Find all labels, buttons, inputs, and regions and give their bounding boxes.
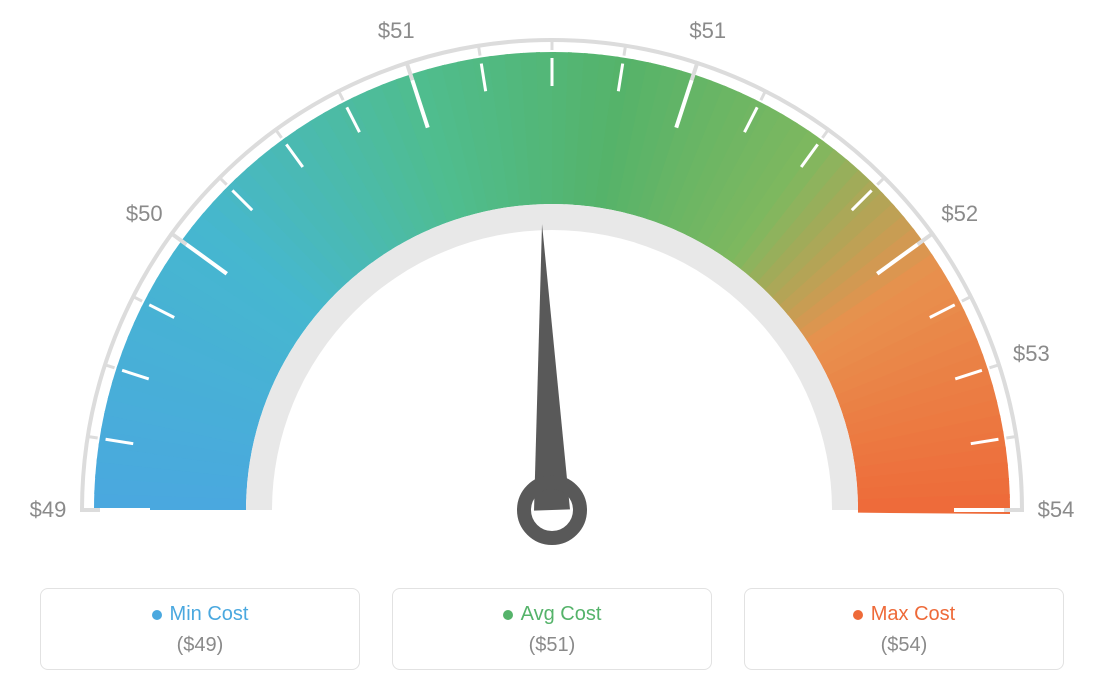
gauge-tick-minor-outer — [761, 91, 766, 100]
gauge-tick-minor-outer — [822, 130, 828, 138]
gauge-tick-minor-outer — [624, 46, 626, 56]
gauge-tick-label: $51 — [689, 18, 726, 44]
legend-card: Max Cost ($54) — [744, 588, 1064, 670]
gauge-tick-minor-outer — [877, 178, 884, 185]
gauge-tick-minor-outer — [133, 297, 142, 302]
gauge-chart: $49 $50 $51 $51 $52 $53 $54 — [0, 0, 1104, 560]
legend-dot-icon — [853, 610, 863, 620]
gauge-tick-minor-outer — [88, 436, 98, 438]
legend-title: Min Cost — [152, 603, 249, 626]
gauge-tick-minor-outer — [1006, 436, 1016, 438]
gauge-svg — [0, 0, 1104, 560]
gauge-tick-minor-outer — [989, 365, 999, 368]
legend-card: Min Cost ($49) — [40, 588, 360, 670]
gauge-tick-label: $53 — [1013, 341, 1050, 367]
legend-label-text: Max Cost — [871, 603, 955, 626]
gauge-tick-label: $50 — [126, 201, 163, 227]
legend-dot-icon — [152, 610, 162, 620]
gauge-tick-label: $52 — [941, 201, 978, 227]
gauge-tick-minor-outer — [339, 91, 344, 100]
gauge-tick-minor-outer — [478, 46, 480, 56]
legend-dot-icon — [503, 610, 513, 620]
legend-card: Avg Cost ($51) — [392, 588, 712, 670]
legend-value: ($51) — [403, 634, 701, 657]
gauge-tick-minor-outer — [220, 178, 227, 185]
legend-row: Min Cost ($49) Avg Cost ($51) Max Cost ($54) — [40, 588, 1064, 670]
legend-label-text: Min Cost — [170, 603, 249, 626]
gauge-tick-minor-outer — [105, 365, 115, 368]
gauge-tick-label: $49 — [30, 497, 67, 523]
gauge-tick-minor-outer — [276, 130, 282, 138]
gauge-tick-label: $54 — [1038, 497, 1075, 523]
gauge-needle — [534, 224, 570, 510]
legend-value: ($54) — [755, 634, 1053, 657]
gauge-tick-label: $51 — [378, 18, 415, 44]
legend-title: Avg Cost — [503, 603, 602, 626]
gauge-tick-minor-outer — [962, 297, 971, 302]
legend-label-text: Avg Cost — [521, 603, 602, 626]
legend-title: Max Cost — [853, 603, 955, 626]
legend-value: ($49) — [51, 634, 349, 657]
